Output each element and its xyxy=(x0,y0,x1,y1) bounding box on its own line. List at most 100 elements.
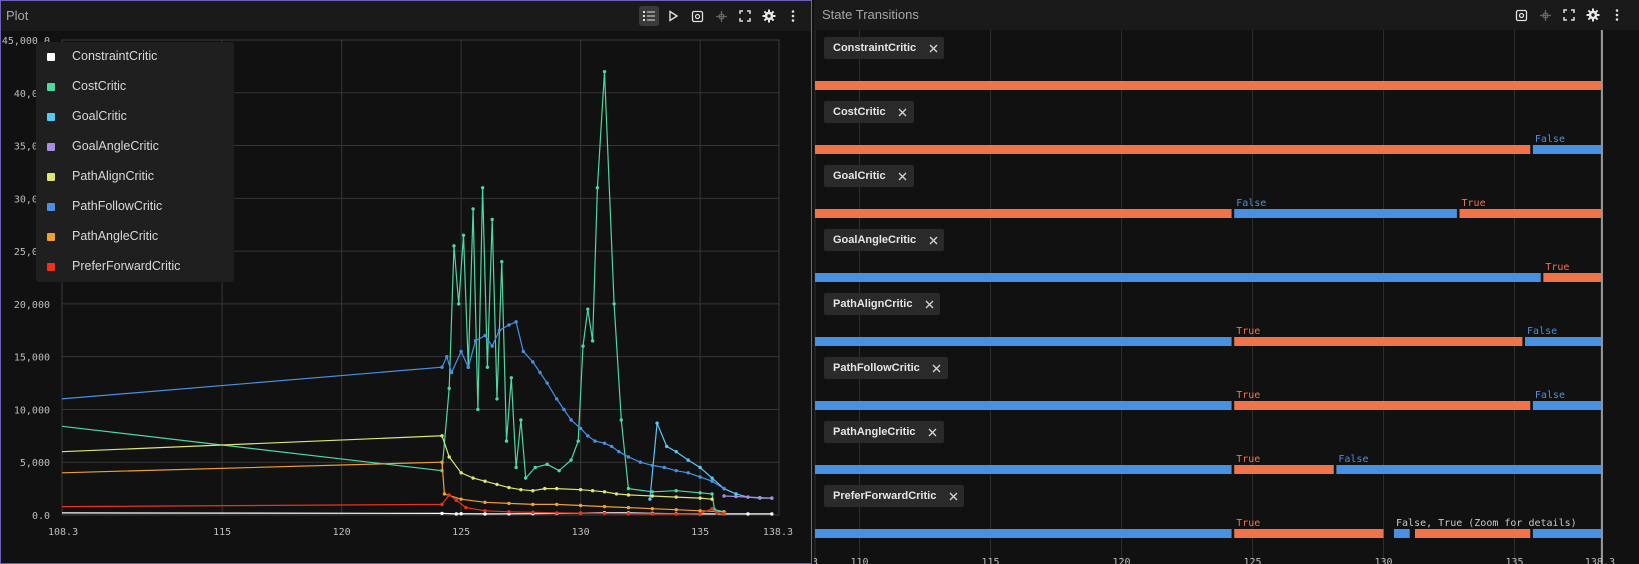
screenshot-button[interactable] xyxy=(1511,5,1531,25)
series-path-follow-critic-point xyxy=(440,365,444,369)
series-cost-critic-point xyxy=(650,490,655,494)
legend-item-goal-angle-critic[interactable]: GoalAngleCritic xyxy=(36,132,234,162)
settings-button[interactable] xyxy=(1583,5,1603,25)
series-goal-critic-point xyxy=(674,449,678,454)
close-icon xyxy=(898,108,907,116)
row-chip-label: PathAlignCritic xyxy=(833,298,913,310)
series-path-follow-critic-point xyxy=(507,323,511,327)
legend-swatch xyxy=(47,113,55,121)
series-path-follow-critic-point xyxy=(466,365,470,369)
state-panel-header: State Transitions xyxy=(814,0,1639,30)
plot-series xyxy=(61,69,774,516)
move-icon xyxy=(715,10,727,22)
series-path-align-critic-point xyxy=(578,487,583,492)
series-goal-critic-point xyxy=(664,444,669,449)
series-cost-critic-point xyxy=(490,217,494,222)
move-button[interactable] xyxy=(1535,5,1555,25)
series-cost-critic-point xyxy=(457,302,461,306)
series-path-align-critic-point xyxy=(650,494,655,498)
screenshot-button[interactable] xyxy=(687,6,707,26)
series-constraint-critic-point xyxy=(459,512,463,516)
series-path-align-critic-point xyxy=(519,487,523,492)
legend-item-path-follow-critic[interactable]: PathFollowCritic xyxy=(36,192,234,222)
series-path-follow-critic-point xyxy=(459,349,463,354)
series-path-follow-critic-point xyxy=(555,397,559,401)
remove-row-button[interactable] xyxy=(924,421,942,443)
legend-item-path-align-critic[interactable]: PathAlignCritic xyxy=(36,162,234,192)
series-path-align-critic-point xyxy=(602,490,607,494)
series-goal-critic-point xyxy=(734,492,738,496)
series-cost-critic-point xyxy=(569,458,573,462)
state-row-path-angle-critic: True False xyxy=(815,454,1601,474)
state-segment xyxy=(1394,529,1410,538)
state-x-axis: 108.3 110 115 120 125 130 135 138.3 xyxy=(814,557,1615,564)
legend-item-goal-critic[interactable]: GoalCritic xyxy=(36,102,234,132)
series-prefer-forward-critic-point xyxy=(507,510,511,514)
legend-toggle-button[interactable] xyxy=(639,6,659,26)
series-path-follow-critic-point xyxy=(586,434,590,438)
row-chip-label: PathAngleCritic xyxy=(833,426,916,438)
series-cost-critic-point xyxy=(619,418,623,422)
series-path-align-critic-point xyxy=(471,476,475,480)
state-segment-label: False xyxy=(1338,454,1368,465)
more-button[interactable] xyxy=(783,6,803,26)
series-path-follow-critic-point xyxy=(650,463,655,468)
series-path-follow-critic-point xyxy=(674,468,678,473)
settings-button[interactable] xyxy=(759,6,779,26)
fullscreen-button[interactable] xyxy=(735,6,755,26)
series-path-follow-critic-point xyxy=(514,320,518,324)
series-prefer-forward-critic-point xyxy=(674,512,678,516)
series-prefer-forward-critic-point xyxy=(715,511,719,515)
series-goal-angle-critic xyxy=(722,494,774,500)
remove-row-button[interactable] xyxy=(894,101,912,123)
row-chip-goal-angle-critic: GoalAngleCritic xyxy=(824,229,945,251)
close-icon xyxy=(929,236,938,244)
legend-item-cost-critic[interactable]: CostCritic xyxy=(36,72,234,102)
remove-row-button[interactable] xyxy=(924,37,942,59)
series-path-follow-critic-point xyxy=(593,439,597,443)
series-path-follow-critic-point xyxy=(686,471,690,475)
remove-row-button[interactable] xyxy=(894,165,912,187)
series-constraint-critic-point xyxy=(770,512,774,516)
series-path-align-critic-line xyxy=(61,435,713,500)
series-cost-critic-point xyxy=(485,365,490,369)
series-prefer-forward-critic-point xyxy=(483,509,487,513)
remove-row-button[interactable] xyxy=(944,485,962,507)
state-segment xyxy=(1414,529,1531,538)
row-chip-path-angle-critic: PathAngleCritic xyxy=(824,421,944,443)
fullscreen-button[interactable] xyxy=(1559,5,1579,25)
more-button[interactable] xyxy=(1607,5,1627,25)
x-tick-label: 115 xyxy=(213,527,231,538)
state-x-tick-label: 120 xyxy=(1113,557,1131,564)
series-constraint-critic-point xyxy=(746,512,750,516)
legend-item-constraint-critic[interactable]: ConstraintCritic xyxy=(36,42,234,72)
series-cost-critic-line xyxy=(61,71,725,513)
series-goal-critic xyxy=(648,421,774,501)
series-path-angle-critic-point xyxy=(440,460,444,464)
remove-row-button[interactable] xyxy=(928,357,946,379)
more-icon xyxy=(791,10,795,22)
legend-item-path-angle-critic[interactable]: PathAngleCritic xyxy=(36,222,234,252)
series-cost-critic-point xyxy=(710,492,714,496)
row-chip-constraint-critic: ConstraintCritic xyxy=(824,37,945,59)
y-tick-label: 20,000 xyxy=(14,300,50,311)
state-segment xyxy=(1234,529,1384,538)
series-cost-critic-point xyxy=(576,439,580,443)
series-goal-angle-critic-point xyxy=(734,494,738,499)
legend-item-prefer-forward-critic[interactable]: PreferForwardCritic xyxy=(36,252,234,282)
row-chip-label: GoalAngleCritic xyxy=(833,234,917,246)
plot-chart[interactable]: 108.3 115 120 125 130 135 138.3 0.0 5,000 10,000 1… xyxy=(1,31,811,563)
move-icon xyxy=(1539,9,1551,21)
row-chip-goal-critic: GoalCritic xyxy=(824,165,914,187)
play-button[interactable] xyxy=(663,6,683,26)
remove-row-button[interactable] xyxy=(920,293,938,315)
y-tick-label: 5,000 xyxy=(20,458,50,469)
move-button[interactable] xyxy=(711,6,731,26)
state-segment-label: False xyxy=(1236,198,1266,209)
remove-row-button[interactable] xyxy=(924,229,942,251)
state-segment xyxy=(1543,273,1601,282)
legend-label: GoalCritic xyxy=(72,109,127,123)
plot-panel-title: Plot xyxy=(6,8,29,23)
row-chip-label: ConstraintCritic xyxy=(833,42,917,54)
